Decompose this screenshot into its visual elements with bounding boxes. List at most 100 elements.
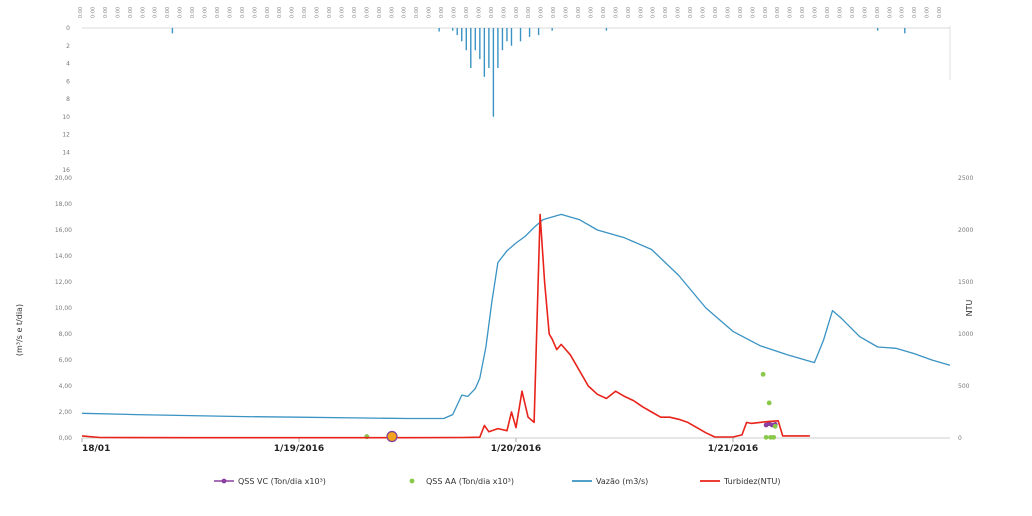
rain-x-tick-label: 0:00 [539, 7, 545, 18]
rain-x-tick-label: 0:00 [663, 7, 669, 18]
rain-bar [470, 28, 472, 68]
rain-x-tick-label: 0:00 [352, 7, 358, 18]
rain-y-tick-label: 8 [66, 96, 70, 103]
rain-bar [506, 28, 508, 42]
rain-x-tick-label: 0:00 [725, 7, 731, 18]
y-left-tick-label: 12,00 [55, 279, 72, 286]
rain-x-tick-label: 0:00 [389, 7, 395, 18]
rain-x-tick-label: 0:00 [738, 7, 744, 18]
rain-x-tick-label: 0:00 [862, 7, 868, 18]
rain-x-tick-label: 0:00 [701, 7, 707, 18]
rain-x-tick-label: 0:00 [638, 7, 644, 18]
y-left-tick-label: 14,00 [55, 253, 72, 260]
x-tick-label: 1/19/2016 [274, 444, 324, 454]
y-right-tick-label: 2000 [958, 227, 973, 234]
legend-label: Turbidez(NTU) [723, 477, 781, 486]
y-left-axis-title: (m³/s e t/dia) [15, 304, 24, 356]
rain-x-tick-label: 0:00 [452, 7, 458, 18]
rain-bar [876, 28, 879, 31]
y-left-tick-label: 20,00 [55, 175, 72, 182]
rain-x-tick-label: 0:00 [215, 7, 221, 18]
x-tick-label: 18/01 [82, 444, 110, 454]
legend-label: QSS AA (Ton/dia x10³) [426, 477, 514, 486]
rain-x-tick-label: 0:00 [364, 7, 370, 18]
rain-x-tick-label: 0:00 [850, 7, 856, 18]
y-right-axis-title: NTU [965, 299, 974, 316]
y-left-tick-label: 16,00 [55, 227, 72, 234]
rain-x-tick-label: 0:00 [190, 7, 196, 18]
rain-bar [551, 28, 553, 31]
rain-x-tick-label: 0:00 [713, 7, 719, 18]
y-right-tick-label: 1500 [958, 279, 973, 286]
rain-x-tick-label: 0:00 [265, 7, 271, 18]
rain-x-tick-label: 0:00 [800, 7, 806, 18]
rain-x-tick-label: 0:00 [925, 7, 931, 18]
rain-x-tick-label: 0:00 [912, 7, 918, 18]
rain-x-tick-label: 0:00 [601, 7, 607, 18]
y-left-tick-label: 0,00 [59, 435, 73, 442]
y-right-tick-label: 1000 [958, 331, 973, 338]
rain-x-tick-label: 0:00 [887, 7, 893, 18]
rain-x-tick-label: 0:00 [178, 7, 184, 18]
rain-x-tick-label: 0:00 [551, 7, 557, 18]
y-left-tick-label: 8,00 [59, 331, 73, 338]
rain-x-tick-label: 0:00 [750, 7, 756, 18]
rain-x-tick-label: 0:00 [825, 7, 831, 18]
rain-x-tick-label: 0:00 [501, 7, 507, 18]
rain-x-tick-label: 0:00 [128, 7, 134, 18]
rain-x-tick-label: 0:00 [78, 7, 84, 18]
rain-x-tick-label: 0:00 [302, 7, 308, 18]
y-right-tick-label: 0 [958, 435, 962, 442]
rain-y-tick-label: 6 [66, 78, 70, 85]
rain-x-tick-label: 0:00 [277, 7, 283, 18]
data-point-qss-aa [772, 423, 778, 429]
rain-bar [501, 28, 504, 51]
rain-x-tick-label: 0:00 [489, 7, 495, 18]
turbidez-line [81, 213, 810, 439]
event-marker [386, 430, 398, 443]
rain-y-tick-label: 0 [66, 25, 70, 32]
rain-bar [605, 28, 608, 31]
y-left-tick-label: 6,00 [59, 357, 73, 364]
legend: QSS VC (Ton/dia x10³) QSS AA (Ton/dia x10… [214, 477, 781, 486]
y-right-tick-label: 500 [958, 383, 970, 390]
rain-x-tick-label: 0:00 [514, 7, 520, 18]
rain-x-tick-label: 0:00 [290, 7, 296, 18]
rain-x-tick-label: 0:00 [90, 7, 96, 18]
rain-x-tick-label: 0:00 [788, 7, 794, 18]
rain-x-tick-label: 0:00 [626, 7, 632, 18]
rain-bar [492, 28, 495, 117]
rain-y-tick-label: 14 [62, 149, 70, 156]
data-point-qss-aa [763, 434, 769, 440]
rain-y-tick-label: 12 [62, 132, 70, 139]
rain-x-tick-label: 0:00 [837, 7, 843, 18]
legend-label: Vazão (m3/s) [596, 477, 648, 486]
data-point-qss-aa [760, 371, 766, 377]
rain-x-tick-label: 0:00 [900, 7, 906, 18]
rain-bar [904, 28, 906, 34]
rain-x-tick-label: 0:00 [439, 7, 445, 18]
legend-swatch-marker [409, 478, 415, 484]
rain-x-tick-label: 0:00 [613, 7, 619, 18]
rain-x-tick-label: 0:00 [252, 7, 258, 18]
rain-bar [510, 28, 513, 46]
y-left-tick-label: 4,00 [59, 383, 73, 390]
rain-bar [452, 28, 454, 31]
y-left-tick-label: 10,00 [55, 305, 72, 312]
rainfall-panel: 0:00 0:00 0:00 0:00 0:00 0:00 0:00 0:00 0:00 0:00… [62, 7, 951, 174]
rain-x-tick-label: 0:00 [576, 7, 582, 18]
rain-bar [519, 28, 522, 42]
rain-x-tick-label: 0:00 [476, 7, 482, 18]
rain-bar [483, 28, 486, 77]
rain-x-tick-label: 0:00 [339, 7, 345, 18]
rain-x-tick-label: 0:00 [875, 7, 881, 18]
vazao-line [81, 213, 951, 420]
y-left-tick-label: 2,00 [59, 409, 73, 416]
rain-y-tick-label: 4 [66, 61, 70, 68]
rain-bar [497, 28, 499, 68]
rain-x-tick-label: 0:00 [937, 7, 943, 18]
rain-x-tick-label: 0:00 [775, 7, 781, 18]
rain-x-tick-label: 0:00 [315, 7, 321, 18]
y-right-tick-label: 2500 [958, 175, 973, 182]
